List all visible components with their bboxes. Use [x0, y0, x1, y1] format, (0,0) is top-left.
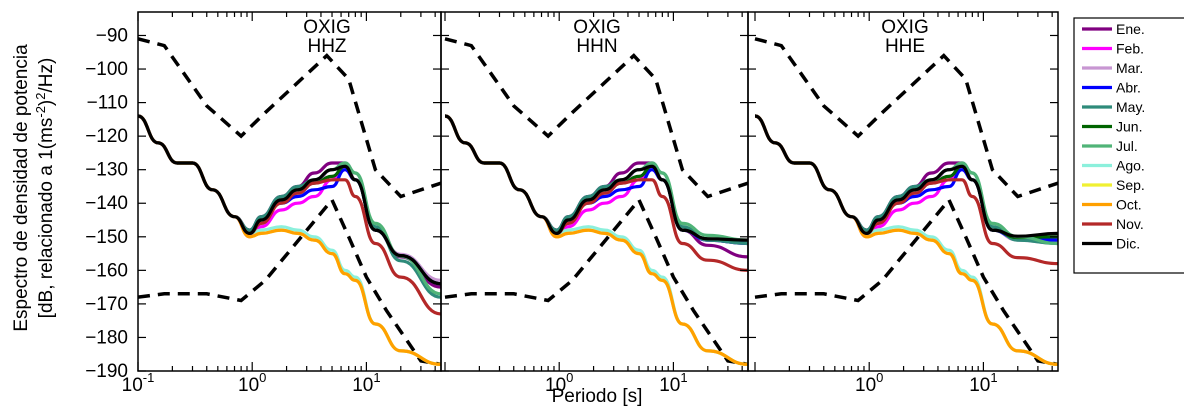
- series-line-mar: [444, 114, 748, 246]
- x-axis-ticks: 10-1 100 101 100 101 100 101: [122, 370, 998, 396]
- legend-label: Mar.: [1116, 60, 1143, 76]
- noise-model-low: [444, 196, 748, 367]
- series-line-may: [754, 114, 1058, 246]
- legend-label: Jul.: [1116, 138, 1138, 154]
- x-tick-label: 100: [238, 370, 266, 396]
- x-tick-label: 101: [969, 370, 997, 396]
- noise-model-high: [138, 37, 441, 199]
- y-axis-title-units: [dB, relacionado a 1(ms-2)2/Hz): [33, 58, 57, 319]
- series-line-dic: [444, 114, 748, 242]
- legend-label: Ago.: [1116, 158, 1145, 174]
- series-line-nov: [138, 114, 441, 316]
- y-tick-label: −190: [85, 361, 128, 382]
- legend: Ene. Feb. Mar. Abr. May. Jun. Jul. Ago. Sep. Oct.…: [1073, 17, 1184, 274]
- y-tick-label: −160: [85, 260, 128, 281]
- legend-label: Abr.: [1116, 80, 1141, 96]
- series-line-jun: [444, 114, 748, 242]
- series-line-abr: [754, 114, 1058, 242]
- x-tick-label: 101: [659, 370, 687, 396]
- y-tick-label: −130: [85, 160, 128, 181]
- panel-station-label: OXIG: [303, 17, 351, 38]
- noise-model-high: [754, 37, 1058, 199]
- plot-area: [138, 37, 441, 367]
- panel-channel-label: HHE: [885, 36, 925, 57]
- series-line-sep: [138, 114, 441, 366]
- y-tick-label: −120: [85, 126, 128, 147]
- plot-area: [444, 37, 748, 367]
- x-tick-label: 100: [855, 370, 883, 396]
- panel-channel-label: HHN: [576, 36, 617, 57]
- x-tick-label: 101: [352, 370, 380, 396]
- noise-model-low: [138, 196, 441, 367]
- x-tick-label: 10-1: [122, 370, 155, 396]
- panel-station-label: OXIG: [881, 17, 929, 38]
- series-line-abr: [444, 114, 748, 246]
- panel-channel-label: HHZ: [307, 36, 346, 57]
- y-tick-label: −150: [85, 227, 128, 248]
- y-tick-label: −170: [85, 294, 128, 315]
- panel-station-label: OXIG: [573, 17, 621, 38]
- x-tick-label: 100: [545, 370, 573, 396]
- series-line-feb: [444, 114, 748, 246]
- y-axis-title: Espectro de densidad de potencia: [11, 44, 32, 332]
- series-line-mar: [754, 114, 1058, 246]
- y-tick-label: −140: [85, 193, 128, 214]
- legend-label: Jun.: [1116, 119, 1142, 135]
- series-line-jun: [754, 114, 1058, 240]
- legend-label: May.: [1116, 99, 1145, 115]
- series-line-feb: [754, 114, 1058, 240]
- legend-label: Feb.: [1116, 41, 1144, 57]
- series-line-oct: [138, 114, 441, 366]
- y-tick-label: −90: [96, 25, 128, 46]
- legend-label: Oct.: [1116, 197, 1142, 213]
- series-line-jul: [444, 114, 748, 242]
- series-line-jul: [754, 114, 1058, 246]
- noise-model-high: [444, 37, 748, 199]
- y-tick-label: −180: [85, 327, 128, 348]
- series-line-dic: [754, 114, 1058, 238]
- y-tick-label: −110: [87, 93, 128, 114]
- legend-label: Dic.: [1116, 236, 1140, 252]
- y-tick-label: −100: [85, 59, 128, 80]
- legend-label: Ene.: [1116, 21, 1145, 37]
- y-axis-ticks: −90 −100 −110 −120 −130 −140 −150 −160 −170 −180 −…: [85, 25, 128, 382]
- series-line-ago: [138, 114, 441, 366]
- series-line-may: [444, 114, 748, 246]
- series-line-dic: [138, 114, 441, 286]
- noise-model-low: [754, 196, 1058, 367]
- series-line-ene: [754, 114, 1058, 242]
- legend-label: Sep.: [1116, 177, 1145, 193]
- plot-area: [754, 37, 1058, 367]
- x-axis-title: Periodo [s]: [552, 386, 643, 407]
- legend-label: Nov.: [1116, 216, 1144, 232]
